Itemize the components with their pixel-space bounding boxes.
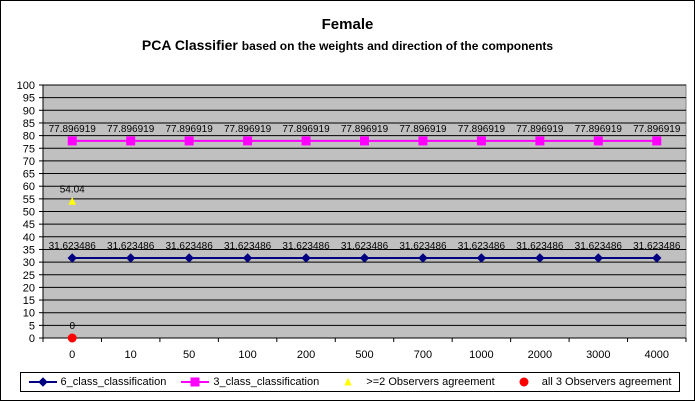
y-tick-label: 80	[23, 131, 35, 143]
y-tick-label: 35	[23, 244, 35, 256]
data-label: 31.623486	[282, 241, 330, 252]
x-tick-label: 50	[183, 349, 195, 361]
legend-item: 3_class_classification	[181, 376, 319, 388]
y-tick-label: 0	[29, 333, 35, 345]
data-point-diamond	[301, 253, 311, 263]
legend: 6_class_classification 3_class_classifica…	[20, 372, 680, 392]
data-label: 77.896919	[165, 124, 213, 135]
data-point-square	[184, 136, 194, 146]
y-tick-label: 20	[23, 282, 35, 294]
data-point-circle	[67, 333, 77, 343]
data-point-diamond	[418, 253, 428, 263]
data-point-square	[67, 136, 77, 146]
data-point-square	[652, 136, 662, 146]
y-tick-label: 30	[23, 257, 35, 269]
y-tick-label: 95	[23, 93, 35, 105]
legend-item: all 3 Observers agreement	[510, 376, 672, 388]
y-tick-label: 40	[23, 232, 35, 244]
y-tick-label: 45	[23, 219, 35, 231]
y-tick-label: 15	[23, 295, 35, 307]
chart-subtitle-rest: based on the weights and direction of th…	[241, 39, 554, 53]
data-label: 31.623486	[165, 241, 213, 252]
data-label: 54.04	[60, 184, 85, 195]
data-label: 31.623486	[224, 241, 272, 252]
data-point-diamond	[67, 253, 77, 263]
legend-label: 6_class_classification	[60, 376, 167, 388]
y-tick-label: 90	[23, 105, 35, 117]
x-tick-label: 700	[414, 349, 432, 361]
data-label: 31.623486	[516, 241, 564, 252]
data-label: 31.623486	[633, 241, 681, 252]
data-point-square	[535, 136, 545, 146]
data-label: 77.896919	[107, 124, 155, 135]
legend-item: 6_class_classification	[28, 376, 167, 388]
data-point-diamond	[652, 253, 662, 263]
data-point-square	[301, 136, 311, 146]
data-label: 31.623486	[458, 241, 506, 252]
legend-label: all 3 Observers agreement	[541, 376, 672, 388]
data-label: 77.896919	[341, 124, 389, 135]
legend-swatch	[28, 377, 57, 387]
data-point-triangle	[68, 197, 77, 205]
data-label: 0	[69, 321, 75, 332]
x-tick-label: 100	[238, 349, 256, 361]
data-point-square	[418, 136, 428, 146]
x-tick-label: 4000	[645, 349, 669, 361]
data-point-square	[126, 136, 136, 146]
y-tick-label: 55	[23, 194, 35, 206]
y-tick-label: 100	[17, 80, 35, 92]
data-label: 77.896919	[633, 124, 681, 135]
y-tick-label: 10	[23, 308, 35, 320]
data-point-square	[243, 136, 253, 146]
data-label: 77.896919	[282, 124, 330, 135]
data-label: 77.896919	[224, 124, 272, 135]
data-point-diamond	[184, 253, 194, 263]
data-label: 77.896919	[458, 124, 506, 135]
data-label: 31.623486	[49, 241, 97, 252]
data-point-diamond	[125, 253, 136, 263]
legend-swatch	[181, 377, 210, 387]
data-label: 31.623486	[399, 241, 447, 252]
data-label: 77.896919	[49, 124, 97, 135]
data-point-square	[476, 136, 486, 146]
y-tick-label: 85	[23, 118, 35, 130]
data-label: 31.623486	[107, 241, 155, 252]
chart-subtitle-main: PCA Classifier	[141, 37, 238, 53]
data-point-diamond	[535, 253, 545, 263]
y-tick-label: 25	[23, 270, 35, 282]
x-tick-label: 200	[297, 349, 315, 361]
chart-title: Female	[321, 16, 374, 33]
data-label: 77.896919	[516, 124, 564, 135]
x-tick-label: 10	[125, 349, 137, 361]
y-tick-label: 75	[23, 143, 35, 155]
chart-subtitle: PCA Classifier based on the weights and …	[0, 37, 695, 53]
legend-label: 3_class_classification	[213, 376, 320, 388]
data-label: 31.623486	[575, 241, 623, 252]
y-tick-label: 65	[23, 169, 35, 181]
data-point-square	[360, 136, 369, 146]
legend-label: >=2 Observers agreement	[366, 376, 495, 388]
data-label: 31.623486	[341, 241, 389, 252]
legend-swatch	[519, 377, 529, 387]
x-tick-label: 1000	[469, 349, 493, 361]
y-tick-label: 5	[29, 320, 35, 332]
legend-item: >=2 Observers agreement	[334, 376, 495, 388]
data-point-diamond	[242, 253, 253, 263]
data-label: 77.896919	[399, 124, 447, 135]
y-tick-label: 70	[23, 156, 35, 168]
data-point-diamond	[476, 253, 487, 263]
data-point-diamond	[593, 253, 604, 263]
x-tick-label: 500	[355, 349, 373, 361]
x-tick-label: 0	[69, 349, 75, 361]
y-tick-label: 60	[23, 181, 35, 193]
y-tick-label: 50	[23, 207, 35, 219]
legend-swatch	[344, 377, 353, 386]
x-tick-label: 3000	[586, 349, 610, 361]
x-tick-label: 2000	[528, 349, 552, 361]
data-point-square	[593, 136, 603, 146]
data-point-diamond	[359, 253, 370, 263]
data-label: 77.896919	[575, 124, 623, 135]
